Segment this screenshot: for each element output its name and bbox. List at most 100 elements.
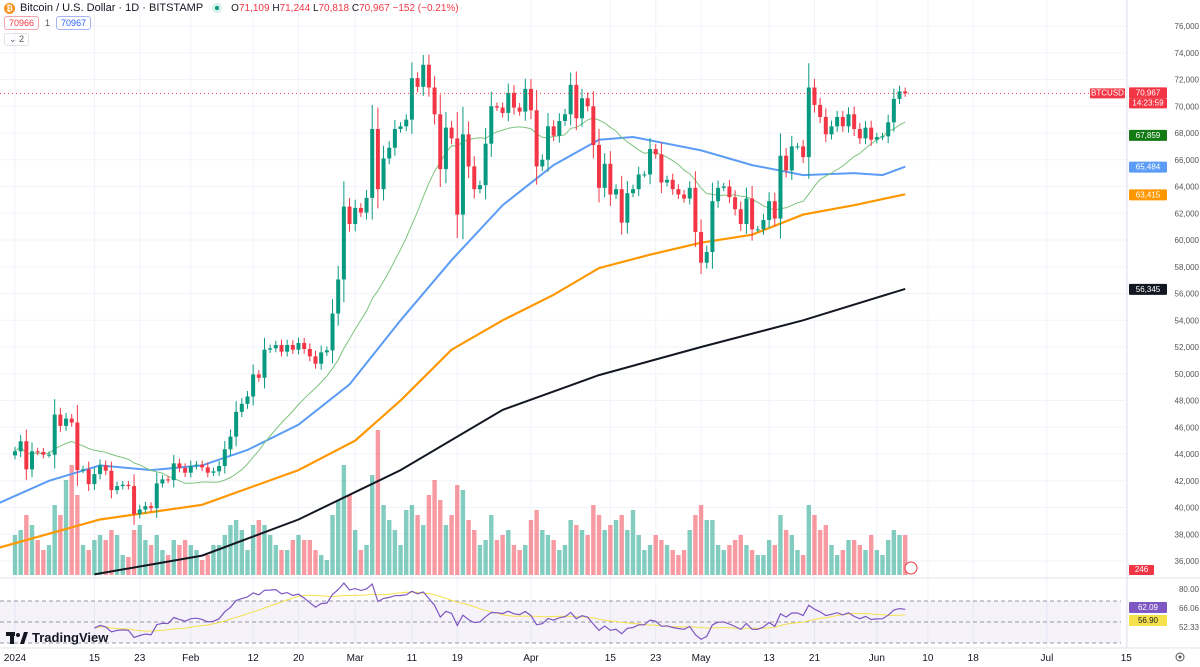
volume-bar [608, 525, 613, 575]
time-axis-label: 10 [922, 653, 934, 664]
candle-body [200, 464, 205, 468]
volume-bar [534, 510, 539, 575]
ma20-badge: 67,859 [1136, 131, 1161, 140]
candle-body [137, 509, 142, 515]
candle-body [319, 352, 324, 364]
candle-body [160, 479, 165, 484]
volume-bar [834, 555, 840, 575]
candle-body [693, 187, 698, 232]
time-axis-label: May [692, 653, 711, 664]
logo-text: TradingView [32, 630, 109, 645]
symbol-badge: BTCUSD [1091, 88, 1124, 97]
candle-body [58, 414, 63, 426]
candle-body [670, 179, 675, 190]
volume-bar [857, 545, 863, 575]
volume-bar [528, 520, 534, 575]
candle-body [472, 166, 477, 190]
candle-body [852, 114, 857, 129]
price-axis-label: 54,000 [1175, 316, 1200, 325]
candle-body [891, 98, 896, 123]
time-axis-label: Jun [869, 653, 885, 664]
indicators-collapse-button[interactable]: ⌄ 2 [4, 33, 30, 46]
volume-bar [466, 520, 471, 575]
volume-bar [46, 545, 52, 575]
candle-body [98, 465, 103, 475]
candle-body [330, 313, 335, 351]
candle-body [132, 486, 137, 515]
candle-body [154, 483, 159, 509]
volume-bar [438, 500, 443, 575]
candle-body [188, 466, 193, 473]
candle-body [750, 198, 755, 230]
volume-bar [494, 540, 500, 575]
volume-bar [721, 550, 726, 575]
volume-bar [687, 530, 692, 575]
price-axis-label: 76,000 [1175, 22, 1200, 31]
volume-bar [262, 525, 267, 575]
volume-bar [256, 520, 262, 575]
volume-bar [642, 550, 647, 575]
candle-body [307, 349, 312, 357]
candle-body [534, 110, 539, 167]
low-value: 70,818 [318, 2, 350, 14]
volume-bar [267, 535, 273, 575]
candle-body [557, 120, 562, 136]
volume-bar [245, 550, 250, 575]
volume-bar [290, 540, 296, 575]
candle-body [392, 128, 397, 148]
candle-body [608, 163, 613, 195]
volume-bar [296, 535, 301, 575]
time-axis-label: 11 [407, 653, 418, 664]
ma50-line [0, 135, 906, 504]
volume-bar [902, 535, 908, 575]
volume-bar [596, 515, 602, 575]
volume-bar [404, 510, 409, 575]
symbol-title[interactable]: Bitcoin / U.S. Dollar · 1D · BITSTAMP [20, 2, 204, 14]
candle-body [18, 441, 23, 452]
candle-body [483, 143, 488, 186]
time-axis-label: 20 [293, 653, 305, 664]
volume-bar [489, 515, 494, 575]
volume-bar [398, 545, 403, 575]
volume-bar [353, 530, 358, 575]
volume-bar [35, 540, 40, 575]
candle-body [659, 154, 664, 183]
volume-bar [766, 540, 772, 575]
sell-button[interactable]: 70966 [4, 16, 40, 30]
candle-body [823, 116, 828, 135]
candle-body [302, 342, 307, 350]
candle-body [166, 479, 171, 481]
market-status-icon [212, 3, 223, 13]
volume-bar [97, 535, 103, 575]
volume-bar [698, 505, 704, 575]
volume-bar [710, 520, 715, 575]
volume-bar [205, 555, 210, 575]
candle-body [205, 467, 210, 473]
volume-badge: 246 [1135, 565, 1149, 574]
candle-body [545, 126, 550, 160]
candle-body [818, 104, 823, 117]
open-value: 71,109 [238, 2, 270, 14]
candle-body [857, 128, 862, 139]
buy-button[interactable]: 70967 [56, 16, 92, 30]
volume-bar [755, 555, 760, 575]
candle-body [903, 91, 908, 94]
price-axis-label: 52,000 [1175, 343, 1200, 352]
candle-body [562, 114, 567, 121]
volume-bar [75, 495, 80, 575]
time-axis-label: Apr [523, 653, 539, 664]
candle-body [625, 193, 630, 223]
rsi-axis-label: 66.06 [1179, 604, 1200, 613]
candle-body [171, 463, 176, 481]
candle-body [806, 87, 811, 158]
candle-body [86, 469, 91, 485]
candle-body [494, 106, 499, 108]
candle-body [812, 87, 817, 105]
volume-bar [715, 545, 721, 575]
volume-bar [103, 540, 108, 575]
volume-bar [885, 540, 891, 575]
settings-icon[interactable] [1175, 652, 1185, 662]
candle-body [75, 422, 80, 471]
volume-bar [273, 545, 279, 575]
